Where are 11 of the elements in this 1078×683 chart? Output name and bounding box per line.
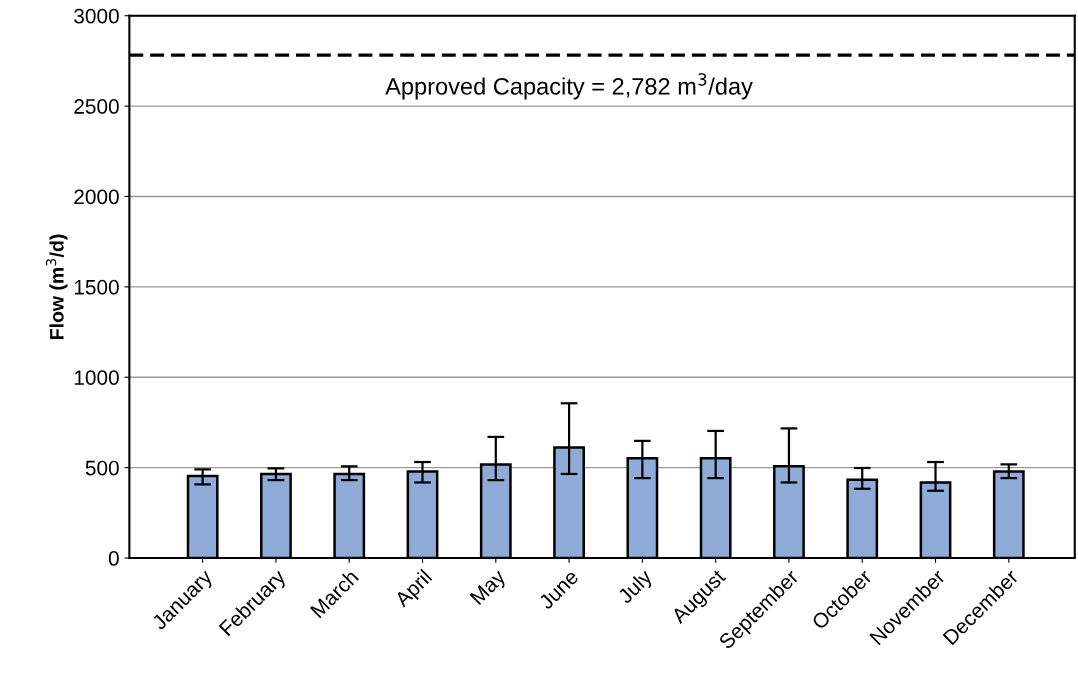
y-tick-label: 1500: [74, 279, 119, 295]
y-tick-label: 2000: [74, 189, 119, 205]
y-tick-label: 0: [108, 551, 119, 566]
x-tick-label: May: [469, 568, 510, 609]
y-tick-label: 500: [85, 460, 119, 476]
ref-line-label: Approved Capacity = 2,782 m$^{3}$/day: [385, 73, 753, 100]
y-tick-label: 3000: [74, 8, 119, 24]
y-axis-title: Flow (m$^{3}$/d): [45, 234, 68, 339]
y-tick-label: 2500: [74, 99, 119, 114]
y-tick-label: 1000: [74, 370, 119, 385]
x-tick-label: July: [616, 567, 657, 608]
